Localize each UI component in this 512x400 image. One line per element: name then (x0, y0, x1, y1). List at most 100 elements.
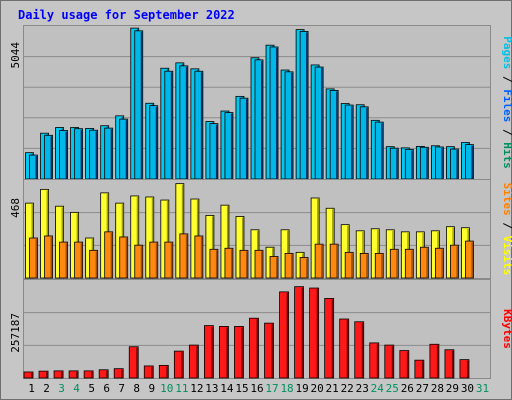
x-tick-label: 28 (431, 382, 444, 395)
bar-shade (411, 250, 413, 278)
bar-shade (276, 47, 278, 179)
bar-shade (35, 156, 38, 179)
series-legend: KBytes (501, 309, 512, 349)
bar (404, 248, 414, 279)
x-tick-label: 12 (190, 382, 203, 395)
bar (254, 249, 264, 279)
bar (29, 237, 38, 279)
bar (23, 371, 34, 379)
bar-shade (361, 322, 364, 378)
x-tick-label: 24 (371, 382, 385, 395)
x-tick-label: 8 (133, 382, 140, 395)
bar (384, 344, 395, 379)
bar-shade (155, 243, 158, 278)
x-tick-label: 20 (311, 382, 324, 395)
x-tick-label: 29 (446, 382, 459, 395)
legend-entry: Sites (501, 183, 512, 216)
bar (204, 325, 214, 379)
x-tick-label: 3 (58, 382, 65, 395)
bar (309, 287, 320, 379)
bar (329, 243, 339, 279)
x-tick-label: 5 (88, 382, 95, 395)
bar (389, 248, 399, 279)
x-tick-label: 30 (461, 382, 474, 395)
bar-shade (321, 68, 323, 179)
bar-shade (166, 201, 169, 278)
bar (104, 231, 114, 279)
bar-shade (155, 106, 158, 179)
bar (149, 241, 159, 279)
bar-shade (291, 72, 293, 179)
bar-shade (95, 131, 98, 179)
x-tick-label: 18 (280, 382, 293, 395)
bar (264, 322, 274, 379)
bar (224, 247, 234, 279)
bar-shade (381, 123, 383, 179)
bar (249, 317, 259, 379)
bar (450, 244, 459, 279)
x-tick-label: 14 (220, 382, 234, 395)
bar (44, 235, 53, 279)
bar-shade (436, 345, 439, 378)
x-tick-label: 21 (326, 382, 339, 395)
bar-shade (321, 245, 323, 278)
x-tick-label: 17 (265, 382, 278, 395)
bar (374, 252, 384, 279)
y-tick-label: 5044 (9, 42, 22, 69)
bar (465, 240, 474, 279)
bar (98, 369, 109, 379)
series-legend: Pages / Files / Hits (501, 36, 512, 169)
bar (354, 321, 365, 379)
bar-shade (230, 113, 233, 179)
x-tick-label: 7 (118, 382, 125, 395)
bar-shade (421, 361, 424, 378)
bar-shade (230, 249, 233, 278)
bar-shade (351, 253, 353, 278)
bar-shade (181, 352, 183, 378)
bar-shade (91, 371, 93, 378)
bar (239, 249, 249, 279)
bar-shade (50, 236, 53, 278)
bar-shade (426, 148, 428, 179)
bar-shade (276, 257, 278, 278)
bar (324, 298, 335, 379)
bar-shade (170, 243, 173, 278)
y-tick-label: 257187 (9, 313, 22, 353)
bar (219, 326, 229, 379)
bar-shade (411, 150, 413, 179)
bar-shade (50, 136, 53, 179)
bar-shade (241, 217, 244, 278)
bar-shade (306, 258, 308, 278)
bar (294, 286, 304, 379)
bar-shade (65, 243, 68, 278)
bar-shade (336, 245, 338, 278)
bar (369, 342, 380, 379)
x-tick-label: 9 (148, 382, 155, 395)
bar-shade (306, 32, 308, 179)
bar (299, 257, 309, 279)
bar-shade (316, 289, 319, 378)
bar-shade (261, 251, 263, 278)
bar-shade (80, 243, 83, 278)
bar-shade (35, 239, 38, 278)
bar-shade (200, 236, 203, 278)
bar-shade (200, 72, 203, 179)
bar-shade (347, 225, 349, 278)
bar-shade (226, 327, 228, 378)
legend-entry: Files (501, 89, 512, 122)
bar-shade (261, 60, 263, 179)
bar-shade (391, 346, 394, 378)
bar-shade (65, 131, 68, 179)
bar (279, 291, 289, 379)
x-tick-label: 4 (73, 382, 80, 395)
bar-shade (245, 251, 248, 278)
bar-shade (245, 99, 248, 179)
bar-shade (61, 371, 63, 378)
bar (194, 235, 204, 279)
bar-shade (211, 326, 213, 378)
x-tick-label: 2 (43, 382, 50, 395)
bar (459, 359, 470, 379)
bar-shade (125, 120, 128, 179)
bar-shade (332, 209, 334, 278)
